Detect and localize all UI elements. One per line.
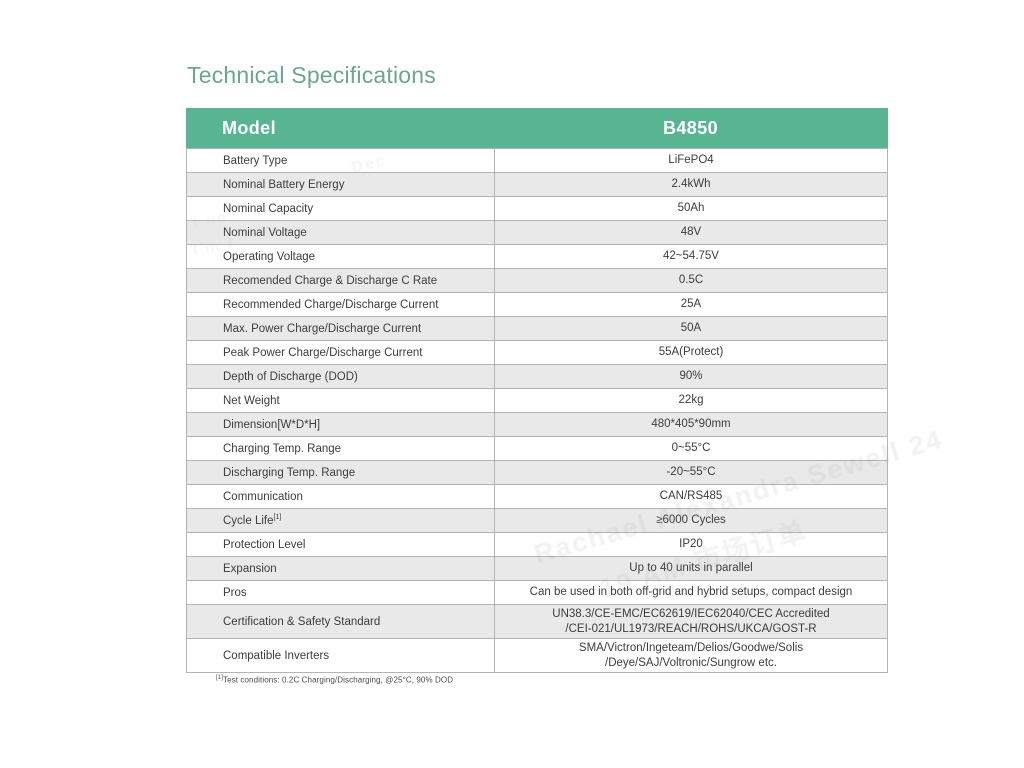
spec-label: Depth of Discharge (DOD)	[223, 370, 358, 383]
spec-label: Charging Temp. Range	[223, 442, 342, 455]
spec-label: Expansion	[223, 562, 277, 575]
table-row: Depth of Discharge (DOD) 90%	[187, 364, 887, 388]
table-footnote: [1]Test conditions: 0.2C Charging/Discha…	[216, 675, 453, 685]
table-body: Battery Type LiFePO4 Nominal Battery Ene…	[187, 148, 887, 672]
spec-value: 480*405*90mm	[494, 413, 887, 436]
spec-value: 22kg	[494, 389, 887, 412]
spec-label: Nominal Voltage	[223, 226, 307, 239]
table-row: Operating Voltage 42~54.75V	[187, 244, 887, 268]
spec-value: IP20	[494, 533, 887, 556]
spec-value: 55A(Protect)	[494, 341, 887, 364]
spec-value: UN38.3/CE-EMC/EC62619/IEC62040/CEC Accre…	[494, 605, 887, 638]
spec-value: Can be used in both off-grid and hybrid …	[494, 581, 887, 604]
spec-value: Up to 40 units in parallel	[494, 557, 887, 580]
spec-label: Nominal Battery Energy	[223, 178, 345, 191]
spec-value: 25A	[494, 293, 887, 316]
footnote-text: Test conditions: 0.2C Charging/Dischargi…	[222, 675, 454, 685]
table-row: Recommended Charge/Discharge Current 25A	[187, 292, 887, 316]
table-row: Discharging Temp. Range -20~55°C	[187, 460, 887, 484]
spec-label: Peak Power Charge/Discharge Current	[223, 346, 423, 359]
spec-label: Discharging Temp. Range	[223, 466, 356, 479]
table-row: Compatible Inverters SMA/Victron/Ingetea…	[187, 638, 887, 672]
spec-value: LiFePO4	[494, 149, 887, 172]
page-title: Technical Specifications	[187, 62, 436, 88]
spec-label: Dimension[W*D*H]	[223, 418, 321, 431]
table-row: Charging Temp. Range 0~55°C	[187, 436, 887, 460]
spec-label: Compatible Inverters	[223, 649, 330, 662]
spec-value: 42~54.75V	[494, 245, 887, 268]
table-row: Protection Level IP20	[187, 532, 887, 556]
spec-value: 2.4kWh	[494, 173, 887, 196]
table-row: Nominal Voltage 48V	[187, 220, 887, 244]
table-row: Peak Power Charge/Discharge Current 55A(…	[187, 340, 887, 364]
spec-label: Max. Power Charge/Discharge Current	[223, 322, 422, 335]
table-row: Battery Type LiFePO4	[187, 148, 887, 172]
spec-table: Model B4850 Battery Type LiFePO4 Nominal…	[186, 108, 888, 673]
spec-value: 90%	[494, 365, 887, 388]
spec-label: Operating Voltage	[223, 250, 316, 263]
table-row: Communication CAN/RS485	[187, 484, 887, 508]
spec-value: 48V	[494, 221, 887, 244]
footnote-superscript: [1]	[216, 675, 223, 681]
spec-label: Certification & Safety Standard	[223, 615, 381, 628]
spec-label: Nominal Capacity	[223, 202, 314, 215]
spec-value: 50Ah	[494, 197, 887, 220]
table-row: Certification & Safety Standard UN38.3/C…	[187, 604, 887, 638]
table-row: Cycle Life[1] ≥6000 Cycles	[187, 508, 887, 532]
table-row: Nominal Battery Energy 2.4kWh	[187, 172, 887, 196]
spec-label: Battery Type	[223, 154, 288, 167]
table-header-row: Model B4850	[186, 108, 888, 148]
spec-label: Recommended Charge/Discharge Current	[223, 298, 439, 311]
table-row: Pros Can be used in both off-grid and hy…	[187, 580, 887, 604]
spec-value: 50A	[494, 317, 887, 340]
table-row: Net Weight 22kg	[187, 388, 887, 412]
table-row: Recomended Charge & Discharge C Rate 0.5…	[187, 268, 887, 292]
spec-label: Protection Level	[223, 538, 306, 551]
spec-value: -20~55°C	[494, 461, 887, 484]
spec-label: Communication	[223, 490, 303, 503]
spec-value: 0~55°C	[494, 437, 887, 460]
header-model-value: B4850	[662, 117, 719, 138]
spec-label: Recomended Charge & Discharge C Rate	[223, 274, 438, 287]
spec-label: Cycle Life[1]	[223, 513, 282, 527]
header-model-label: Model	[222, 117, 276, 138]
spec-value: ≥6000 Cycles	[494, 509, 887, 532]
spec-value: 0.5C	[494, 269, 887, 292]
table-row: Max. Power Charge/Discharge Current 50A	[187, 316, 887, 340]
spec-value: CAN/RS485	[494, 485, 887, 508]
table-row: Dimension[W*D*H] 480*405*90mm	[187, 412, 887, 436]
spec-label: Pros	[223, 586, 247, 599]
spec-label: Net Weight	[223, 394, 280, 407]
table-row: Nominal Capacity 50Ah	[187, 196, 887, 220]
table-row: Expansion Up to 40 units in parallel	[187, 556, 887, 580]
spec-value: SMA/Victron/Ingeteam/Delios/Goodwe/Solis…	[494, 639, 887, 672]
